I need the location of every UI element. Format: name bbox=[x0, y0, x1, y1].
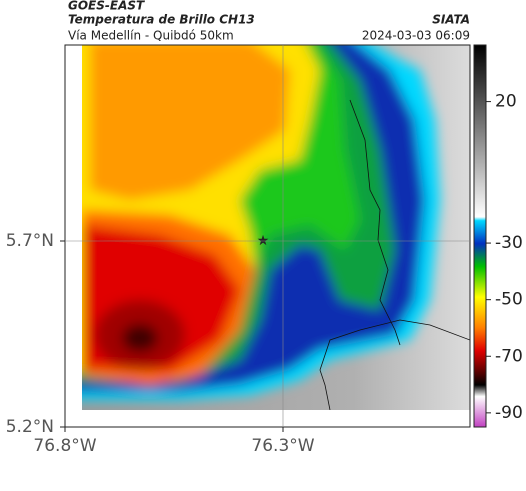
lon-tick-label: 76.8°W bbox=[33, 436, 96, 456]
timestamp: 2024-03-03 06:09 bbox=[362, 29, 470, 43]
colorbar bbox=[473, 44, 487, 428]
route: Vía Medellín - Quibdó 50km bbox=[68, 29, 234, 43]
colorbar-tick-label: -50 bbox=[495, 290, 523, 310]
colorbar-tick-label: -30 bbox=[495, 233, 523, 253]
colorbar-tick-label: -90 bbox=[495, 403, 523, 423]
colorbar-tick-label: -70 bbox=[495, 346, 523, 366]
lat-tick-label: 5.2°N bbox=[6, 417, 54, 437]
map-frame bbox=[64, 44, 471, 428]
title: GOES-EAST bbox=[68, 0, 145, 13]
satellite-image bbox=[82, 45, 470, 410]
lon-tick-label: 76.3°W bbox=[251, 436, 314, 456]
colorbar-tick-label: 20 bbox=[495, 92, 517, 112]
subtitle: Temperatura de Brillo CH13 bbox=[68, 13, 255, 27]
lat-tick-label: 5.7°N bbox=[6, 231, 54, 251]
source: SIATA bbox=[432, 13, 470, 27]
